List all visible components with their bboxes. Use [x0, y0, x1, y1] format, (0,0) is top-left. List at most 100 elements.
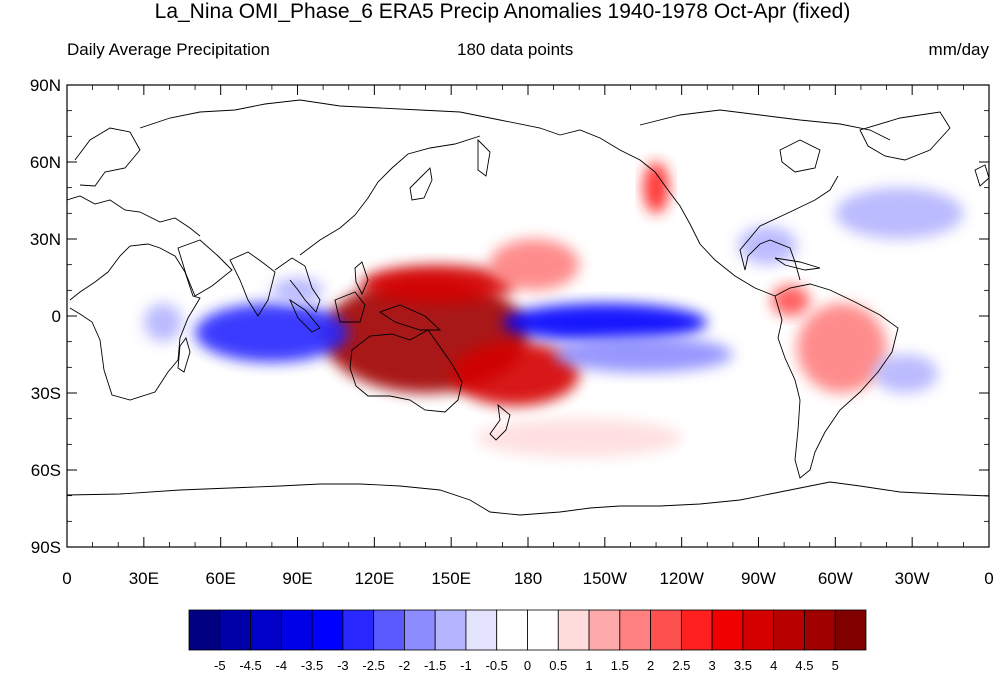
anomaly-east-africa-dry	[143, 303, 183, 342]
coastline-arctic-asia	[139, 99, 561, 136]
colorbar-swatch	[588, 609, 621, 651]
coastline-borneo	[334, 291, 366, 323]
anomaly-indian-ocean-dry	[195, 303, 349, 363]
coastline-south-america	[774, 283, 899, 479]
axis-tick-labels: 0 30E 60E 90E 120E 150E 180 150W 120W 90W 60W 30W 09…	[30, 76, 994, 588]
anomaly-central-pacific-dry	[502, 303, 708, 342]
coastline-scandinavia	[74, 127, 141, 187]
lon-tick-label: 150W	[583, 569, 627, 588]
colorbar-swatch	[680, 609, 713, 651]
lon-tick-label: 0	[62, 569, 71, 588]
lon-tick-label: 30E	[129, 569, 159, 588]
coastline-hudson-bay	[779, 139, 821, 173]
colorbar-swatch	[496, 609, 528, 651]
colorbar-label: 5	[832, 658, 839, 673]
colorbar-swatch	[834, 609, 867, 651]
colorbar-label: -2	[399, 658, 411, 673]
colorbar-label: -3.5	[301, 658, 323, 673]
lon-tick-label: 180	[514, 569, 542, 588]
coastline-australia	[349, 329, 463, 413]
colorbar-swatch	[804, 609, 836, 651]
lon-tick-label: 150E	[431, 569, 471, 588]
lon-tick-label: 120E	[354, 569, 394, 588]
coastline-madagascar	[177, 337, 191, 373]
colorbar-swatch	[711, 609, 744, 651]
colorbar-label: 1.5	[611, 658, 629, 673]
lon-tick-label: 60E	[206, 569, 236, 588]
colorbar-swatch	[342, 609, 375, 651]
colorbar-label: 4.5	[795, 658, 813, 673]
colorbar-label: 4	[770, 658, 777, 673]
colorbar-swatch	[280, 609, 313, 651]
colorbar-swatch	[219, 609, 251, 651]
colorbar-label: -2.5	[362, 658, 384, 673]
lon-tick-label: 90E	[282, 569, 312, 588]
anomaly-central-pacific-dry-tail	[553, 336, 733, 373]
coastline-east-asia	[299, 135, 481, 256]
coastline-philippines	[354, 261, 369, 296]
axis-ticks	[66, 84, 990, 548]
colorbar-label: 3.5	[734, 658, 752, 673]
coastline-africa	[69, 243, 201, 401]
lat-tick-label: 0	[52, 307, 61, 326]
lat-tick-label: 90S	[31, 538, 61, 557]
colorbar-label: -4	[276, 658, 288, 673]
center-subtitle: 180 data points	[457, 40, 574, 59]
colorbar-label: 2.5	[672, 658, 690, 673]
coastline-sumatra	[288, 298, 321, 333]
anomaly-philippine-sea-wet	[361, 264, 516, 304]
units-subtitle: mm/day	[928, 40, 989, 59]
coastline-new-guinea	[378, 304, 442, 331]
coastline-north-america-west	[667, 189, 776, 297]
colorbar-swatch	[373, 609, 405, 651]
colorbar-swatch	[527, 609, 559, 651]
colorbar-label: 0.5	[549, 658, 567, 673]
anomaly-central-america-wet	[771, 285, 810, 316]
anomaly-north-pacific-wet	[489, 238, 580, 291]
colorbar-swatch	[188, 609, 221, 651]
coastline-india	[229, 251, 276, 317]
coastline-cuba	[774, 257, 821, 271]
lon-tick-label: 30W	[895, 569, 930, 588]
lat-tick-label: 60N	[30, 153, 61, 172]
coastline-greenland	[859, 111, 951, 161]
coastline-antarctica	[67, 481, 989, 516]
anomaly-southern-ocean-wet	[476, 418, 682, 458]
colorbar-swatch	[619, 609, 651, 651]
coastline-canada-arctic	[639, 109, 891, 141]
coastline-kamchatka	[477, 138, 491, 177]
lat-tick-label: 90N	[30, 76, 61, 95]
coastline-british-isles	[974, 164, 989, 187]
anomaly-brazil-atlantic-dry	[873, 354, 938, 393]
colorbar-label: -1	[460, 658, 472, 673]
colorbar-swatch	[434, 609, 467, 651]
coastline-north-america-east	[739, 175, 839, 281]
left-subtitle: Daily Average Precipitation	[67, 40, 270, 59]
lon-tick-label: 120W	[659, 569, 703, 588]
colorbar-swatch	[557, 609, 590, 651]
lon-tick-label: 90W	[741, 569, 776, 588]
anomaly-gulf-of-mexico-dry	[738, 226, 797, 265]
coastlines	[67, 99, 989, 516]
lat-tick-label: 30N	[30, 230, 61, 249]
coastline-southeast-asia	[274, 257, 321, 313]
colorbar	[188, 609, 867, 651]
colorbar-swatch	[404, 609, 436, 651]
coastline-japan	[409, 167, 433, 201]
coastline-europe	[67, 195, 201, 237]
colorbar-label: -1.5	[424, 658, 446, 673]
coastline-alaska	[559, 129, 669, 191]
colorbar-swatch	[650, 609, 682, 651]
lat-tick-label: 30S	[31, 384, 61, 403]
anomaly-north-america-west-coast-wet	[643, 162, 669, 214]
anomaly-bay-of-bengal-dry	[271, 277, 324, 304]
anomaly-south-america-wet	[796, 303, 887, 394]
coastline-arabia	[177, 239, 233, 297]
colorbar-label: 1	[585, 658, 592, 673]
colorbar-label: 2	[647, 658, 654, 673]
colorbar-swatch	[465, 609, 498, 651]
colorbar-label: -5	[214, 658, 226, 673]
colorbar-swatch	[773, 609, 805, 651]
anomaly-north-atlantic-dry	[835, 187, 964, 239]
